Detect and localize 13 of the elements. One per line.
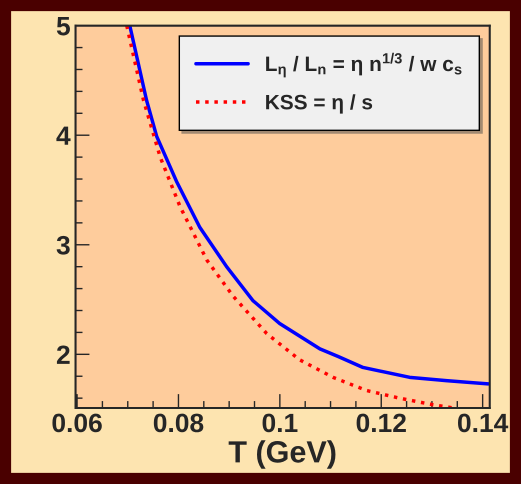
x-tick-label: 0.12: [356, 414, 406, 432]
x-tick-label: 0.08: [154, 414, 204, 432]
line-series: [128, 26, 490, 386]
x-axis-title: T (GeV): [228, 440, 336, 469]
x-tick-label: 0.06: [52, 414, 102, 432]
y-tick-label: 2: [56, 345, 70, 364]
x-tick-label: 0.14: [458, 414, 508, 432]
legend-label: L$_{η}$ / L$_{n}$ = η n$^{1/3}$ / w c$_{s}$: [266, 52, 462, 78]
y-tick-label: 5: [56, 17, 70, 36]
x-tick-label: 0.1: [262, 414, 298, 432]
y-tick-label: 4: [56, 126, 71, 145]
y-tick-label: 3: [56, 236, 70, 255]
legend-label: KSS = η / s: [266, 94, 372, 114]
